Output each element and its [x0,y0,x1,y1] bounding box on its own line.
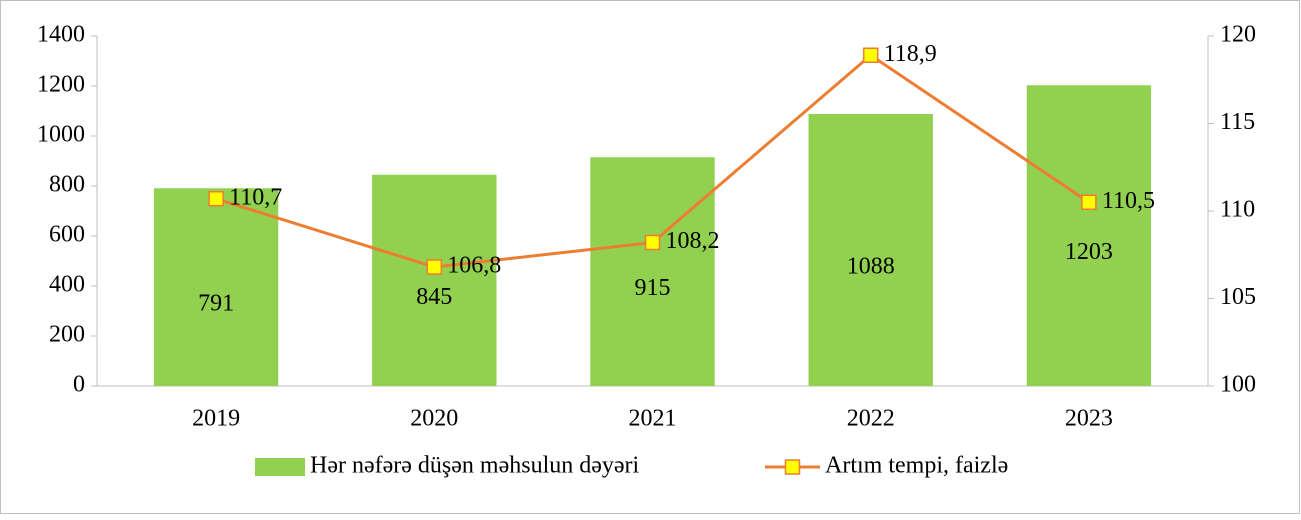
y-tick-label: 600 [49,222,85,248]
x-tick-label: 2023 [1065,406,1113,432]
y-tick-label: 800 [49,172,85,198]
bar [808,114,933,386]
y-tick-label: 0 [73,372,85,398]
y-tick-label: 1200 [37,72,85,98]
y-tick-label: 400 [49,272,85,298]
legend-marker [784,459,801,475]
bar [372,174,497,386]
y2-tick-label: 120 [1220,22,1256,48]
y-tick-label: 200 [49,322,85,348]
legend-label: Artım tempi, faizlə [825,453,1008,479]
x-tick-label: 2022 [847,406,895,432]
y2-tick-label: 100 [1220,372,1256,398]
bar-value-label: 915 [635,275,671,301]
bar [590,157,715,386]
bar-value-label: 845 [416,284,452,310]
legend-label: Hər nəfərə düşən məhsulun dəyəri [310,453,640,479]
y-tick-label: 1400 [37,22,85,48]
line-marker [862,47,879,63]
line-value-label: 110,5 [1102,188,1155,214]
line-marker [1081,194,1097,210]
y2-tick-label: 105 [1220,284,1256,310]
x-tick-label: 2020 [410,406,458,432]
x-tick-label: 2019 [192,406,240,432]
line-marker [644,234,661,251]
bar-value-label: 1088 [847,254,895,280]
bar-value-label: 791 [198,291,234,317]
line-value-label: 110,7 [229,184,282,210]
line-marker [208,191,224,207]
bar [153,188,279,386]
legend-swatch [255,458,305,476]
line-value-label: 118,9 [884,41,937,67]
line-value-label: 108,2 [666,228,720,254]
y-tick-label: 1000 [37,122,85,148]
y2-tick-label: 110 [1220,197,1255,223]
bar [1026,85,1152,386]
y2-tick-label: 115 [1220,109,1255,135]
line-marker [426,259,443,275]
line-value-label: 106,8 [447,253,501,279]
bar-value-label: 1203 [1065,239,1113,265]
x-tick-label: 2021 [629,406,677,432]
